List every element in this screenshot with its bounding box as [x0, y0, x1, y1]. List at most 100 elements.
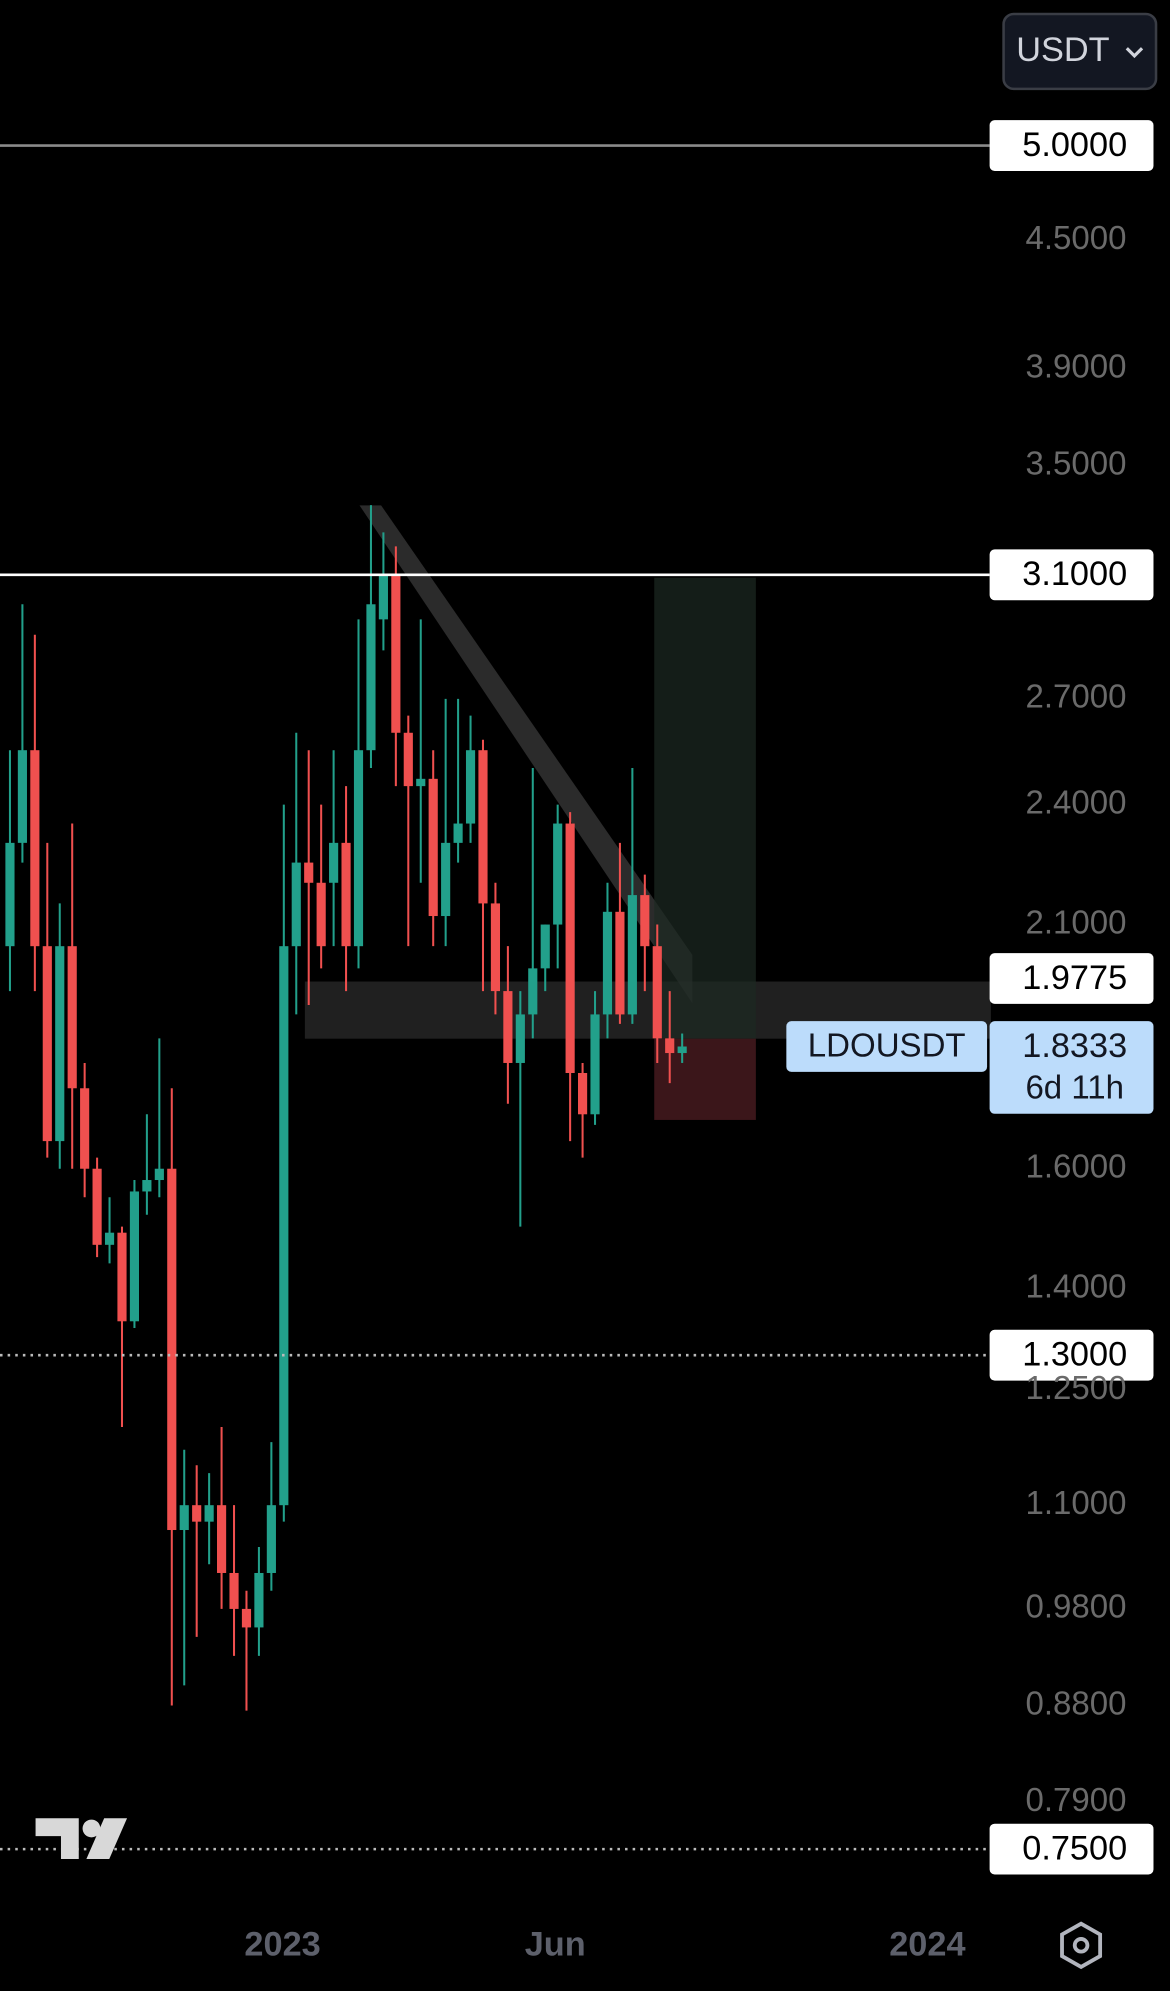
settings-dot [1072, 1937, 1090, 1954]
settings[interactable] [1060, 1921, 1103, 1970]
last-price-box [989, 1021, 1154, 1114]
candle-body [179, 1505, 189, 1531]
price-axis: 4.5000 3.9000 3.5000 2.7000 2.4000 2.1000 1.60… [244, 219, 1126, 1964]
settings-icon[interactable] [1060, 1921, 1103, 1970]
logo-dot [82, 1819, 101, 1838]
candle-body [5, 842, 15, 947]
y-tick-label: 2.4000 [1025, 783, 1126, 820]
long-zone [654, 577, 756, 1039]
y-tick-label: 3.9000 [1025, 347, 1126, 384]
x-tick-label: 2023 [244, 1926, 320, 1964]
level-label-box [989, 953, 1154, 1004]
candle-body [465, 750, 476, 824]
level-label-box [989, 549, 1154, 601]
y-tick-label: 3.5000 [1025, 445, 1126, 482]
y-tick-label: 2.7000 [1025, 678, 1126, 715]
candle-body [192, 1505, 202, 1522]
last-price-label: 1.8333 [1022, 1027, 1127, 1065]
candle-body [291, 862, 301, 947]
candle-body [92, 1168, 102, 1245]
candle-body [353, 750, 364, 947]
x-tick-label: 2024 [889, 1926, 965, 1964]
candle-body [578, 1073, 588, 1115]
candle-body [366, 604, 376, 751]
levels: 5.0000 3.1000 1.9775 1.3000 0.7500 LDOUSDT 1.8… [0, 120, 1154, 1875]
candle-body [515, 1014, 525, 1063]
candle-body [142, 1180, 152, 1192]
candle-body [316, 882, 326, 947]
y-tick-label: 2.1000 [1025, 903, 1126, 940]
symbol-label: LDOUSDT [808, 1027, 966, 1064]
candle-body [615, 911, 625, 1015]
candle-body [241, 1608, 252, 1628]
candle-body [503, 991, 513, 1063]
candle-body [341, 842, 351, 947]
candle-body [540, 924, 550, 969]
y-tick-label: 1.1000 [1025, 1484, 1126, 1521]
y-tick-label: 0.8800 [1025, 1684, 1126, 1721]
candle-body [67, 946, 77, 1089]
candle-body [266, 1505, 276, 1573]
chevron [1125, 47, 1144, 59]
y-tick-label: 1.4000 [1025, 1267, 1126, 1304]
currency-button[interactable]: USDT [1002, 12, 1158, 91]
candle-body [279, 946, 289, 1506]
candle-body [204, 1505, 214, 1522]
candle-body [553, 823, 563, 925]
candle-body [129, 1191, 140, 1322]
candle-body [565, 823, 575, 1073]
level-label: 1.3000 [1022, 1336, 1127, 1374]
level-label: 0.7500 [1022, 1829, 1127, 1867]
logo-v [86, 1818, 128, 1859]
candle-body [167, 1168, 177, 1531]
y-tick-label: 0.7900 [1025, 1781, 1126, 1818]
candle-body [665, 1038, 675, 1054]
currency-label[interactable]: USDT [1016, 31, 1109, 69]
candle-body [217, 1505, 227, 1573]
level-label-box [989, 120, 1154, 171]
candle-body [391, 574, 401, 733]
candles [5, 505, 687, 1711]
candle-body [117, 1232, 127, 1322]
candle-body [304, 862, 314, 883]
candle-body [590, 1014, 600, 1115]
level-label: 5.0000 [1022, 126, 1127, 164]
candle-body [80, 1088, 90, 1169]
candle-body [602, 911, 613, 1015]
x-tick-label: Jun [525, 1926, 586, 1964]
level-label-box [989, 1329, 1154, 1381]
candle-body [403, 732, 413, 787]
candle-body [652, 946, 662, 1039]
candle-body [478, 750, 488, 904]
candle-body [441, 842, 451, 917]
button-frame[interactable] [1002, 12, 1158, 91]
candle-body [490, 903, 501, 992]
y-tick-label: 1.2500 [1025, 1369, 1126, 1406]
candle-body [104, 1232, 115, 1245]
candle-body [627, 895, 637, 1015]
level-label: 1.9775 [1022, 959, 1127, 997]
logo-t [35, 1818, 79, 1859]
candle-body [453, 823, 463, 843]
level-label-box [989, 1823, 1154, 1875]
candle-body [378, 574, 388, 620]
candle-body [30, 750, 40, 947]
y-tick-label: 4.5000 [1025, 219, 1126, 256]
candle-body [254, 1572, 264, 1628]
countdown-label: 6d 11h [1025, 1068, 1124, 1105]
level-label: 3.1000 [1022, 555, 1127, 593]
candle-body [677, 1046, 687, 1054]
candle-body [55, 946, 65, 1142]
candle-body [154, 1168, 164, 1181]
candle-body [528, 968, 538, 1015]
logo [35, 1818, 128, 1859]
candle-body [42, 946, 52, 1142]
y-tick-label: 0.9800 [1025, 1588, 1126, 1625]
candle-body [229, 1572, 239, 1609]
candle-body [640, 895, 650, 947]
symbol-box [786, 1021, 988, 1072]
candle-body [329, 842, 339, 883]
candle-body [416, 778, 426, 787]
candle-body [428, 778, 438, 917]
